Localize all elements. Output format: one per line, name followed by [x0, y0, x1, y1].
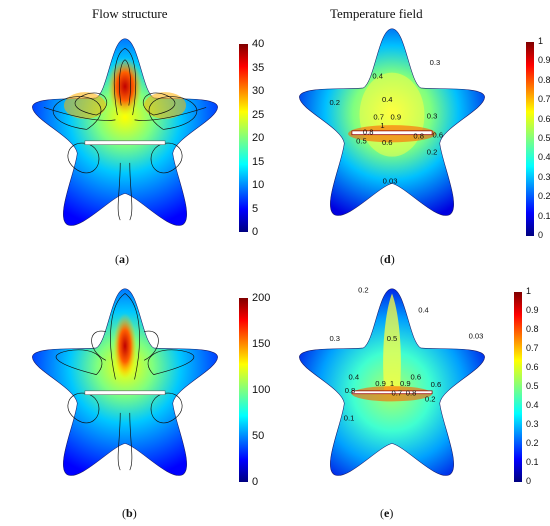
isotherm-label: 0.9	[391, 112, 402, 121]
isotherm-label: 0.8	[406, 389, 417, 398]
colorbar-e-tick: 0.6	[526, 362, 539, 372]
colorbar-a-tick: 25	[252, 108, 265, 121]
colorbar-a-tick: 0	[252, 226, 259, 238]
isotherm-label: 0.7	[373, 112, 384, 121]
hot-region-b	[113, 313, 137, 379]
isotherm-label: 0.8	[345, 386, 356, 395]
colorbar-a-tick: 35	[252, 61, 265, 74]
colorbar-e-tick: 0.8	[526, 324, 539, 334]
colorbar-b	[239, 298, 248, 482]
isotherm-label: 0.2	[358, 286, 369, 295]
colorbar-d-tick: 1	[538, 36, 544, 46]
heater-plate-e	[351, 390, 433, 395]
colorbar-a-tick: 20	[252, 132, 265, 144]
colorbar-b-tick: 100	[252, 384, 271, 396]
colorbar-b-tick: 50	[252, 430, 265, 442]
colorbar-e-tick: 0.4	[526, 400, 539, 410]
heater-plate-b	[84, 390, 166, 395]
colorbar-a-tick: 10	[252, 179, 265, 191]
colorbar-d-tick: 0.2	[538, 191, 550, 202]
colorbar-d-tick: 0.4	[538, 152, 550, 163]
colorbar-a	[239, 44, 248, 232]
isotherm-label: 0.8	[413, 132, 424, 141]
colorbar-a-tick: 15	[252, 155, 265, 168]
isotherm-label: 0.4	[372, 71, 383, 80]
colorbar-e-tick: 0.1	[526, 457, 539, 467]
isotherm-label: 0.8	[363, 128, 374, 137]
isotherm-label: 0.6	[431, 380, 442, 389]
label-d: (d)	[380, 252, 395, 266]
hot-region-a	[107, 57, 143, 116]
isotherm-label: 0.9	[375, 379, 386, 388]
isotherm-label: 0.4	[349, 372, 360, 381]
flow-structure-title: Flow structure	[92, 6, 168, 21]
isotherm-label: 0.7	[391, 389, 402, 398]
isotherm-label: 0.1	[344, 413, 355, 422]
streamlines-b	[55, 293, 195, 471]
isotherm-label: 0.5	[356, 136, 367, 145]
colorbar-d-tick: 0.1	[538, 210, 550, 221]
temperature-plot-e: 0.20.40.3 0.5 0.030.4 0.60.9 1 0.9 0.60.8 0.7 0.…	[298, 286, 486, 476]
isotherm-label: 0.4	[418, 306, 429, 315]
isotherm-label: 0.3	[430, 58, 441, 67]
isotherm-label: 0.9	[400, 379, 411, 388]
colorbar-d-tick: 0.9	[538, 55, 550, 66]
isotherm-label: 0.2	[425, 394, 436, 403]
colorbar-a-tick: 40	[252, 38, 265, 50]
isotherm-label: 0.6	[411, 372, 422, 381]
isotherm-label: 0.6	[382, 138, 393, 147]
colorbar-d-tick: 0.8	[538, 74, 550, 85]
flow-plot-a	[31, 38, 219, 226]
colorbar-d-tick: 0	[538, 230, 544, 240]
colorbar-e	[514, 292, 522, 482]
colorbar-b-tick: 0	[252, 476, 259, 488]
colorbar-e-tick: 0.2	[526, 438, 539, 448]
label-b: (b)	[122, 506, 137, 520]
colorbar-b-tick: 150	[252, 338, 271, 350]
label-a: (a)	[115, 252, 129, 266]
colorbar-a-tick: 5	[252, 202, 259, 215]
isotherm-label: 1	[380, 121, 384, 130]
isotherm-label: 0.03	[469, 331, 484, 340]
flow-plot-b	[31, 288, 219, 476]
colorbar-e-tick: 0.3	[526, 419, 539, 429]
heater-plate-d	[351, 130, 433, 136]
colorbar-e-tick: 0	[526, 476, 532, 486]
label-e: (e)	[380, 506, 394, 520]
isotherm-label: 1	[390, 379, 394, 388]
colorbar-d-tick: 0.3	[538, 171, 550, 182]
isotherm-label: 0.4	[382, 95, 393, 104]
colorbar-e-tick: 0.9	[526, 305, 539, 315]
isotherm-label: 0.2	[329, 98, 340, 107]
temperature-plot-d: 0.3 0.4 0.2 0.4 0.7 0.9 0.3 1 0.8 0.8 0.6 0.5 0.6 0.2…	[298, 28, 486, 216]
colorbar-b-tick: 200	[252, 292, 271, 304]
colorbar-d	[526, 42, 534, 236]
temperature-field-title: Temperature field	[330, 6, 423, 21]
isotherm-label: 0.6	[433, 131, 444, 140]
colorbar-d-tick: 0.5	[538, 133, 550, 143]
isotherm-label: 0.03	[383, 176, 398, 185]
heater-plate-a	[84, 140, 166, 145]
isotherm-label: 0.2	[427, 148, 438, 157]
isotherm-label: 0.5	[387, 334, 398, 343]
isotherm-label: 0.3	[329, 334, 340, 343]
colorbar-e-tick: 1	[526, 286, 532, 296]
colorbar-a-tick: 30	[252, 85, 265, 97]
colorbar-e-tick: 0.5	[526, 381, 539, 391]
colorbar-d-tick: 0.6	[538, 113, 550, 124]
colorbar-d-tick: 0.7	[538, 94, 550, 105]
colorbar-e-tick: 0.7	[526, 343, 539, 353]
isotherm-label: 0.3	[427, 111, 438, 120]
